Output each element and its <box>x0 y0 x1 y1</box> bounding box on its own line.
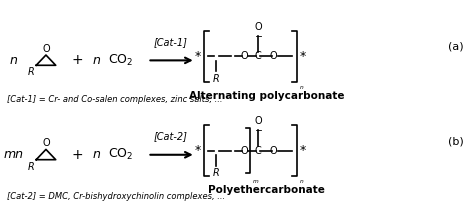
Text: $_n$: $_n$ <box>299 82 304 91</box>
Text: O: O <box>270 52 278 61</box>
Text: R: R <box>213 74 219 84</box>
Text: *: * <box>195 144 201 157</box>
Text: *: * <box>300 144 306 157</box>
Text: [Cat-1] = Cr- and Co-salen complexes, zinc salts, ...: [Cat-1] = Cr- and Co-salen complexes, zi… <box>7 95 223 104</box>
Text: mn: mn <box>3 148 23 161</box>
Text: $_m$: $_m$ <box>252 177 259 186</box>
Text: O: O <box>255 116 262 126</box>
Text: O: O <box>255 22 262 32</box>
Text: O: O <box>270 146 278 156</box>
Text: [Cat-2]: [Cat-2] <box>154 131 188 141</box>
Text: (b): (b) <box>447 136 463 146</box>
Text: [Cat-1]: [Cat-1] <box>154 37 188 47</box>
Text: O: O <box>42 138 50 148</box>
Text: Alternating polycarbonate: Alternating polycarbonate <box>189 91 345 101</box>
Text: n: n <box>9 54 17 67</box>
Text: *: * <box>195 50 201 63</box>
Text: [Cat-2] = DMC, Cr-bishydroxychinolin complexes, ...: [Cat-2] = DMC, Cr-bishydroxychinolin com… <box>7 192 225 201</box>
Text: O: O <box>240 146 248 156</box>
Text: R: R <box>27 162 34 172</box>
Text: n: n <box>92 54 100 67</box>
Text: +: + <box>72 53 83 67</box>
Text: $_n$: $_n$ <box>299 177 304 186</box>
Text: Polyethercarbonate: Polyethercarbonate <box>209 185 325 195</box>
Text: O: O <box>240 52 248 61</box>
Text: O: O <box>42 43 50 54</box>
Text: (a): (a) <box>447 42 463 52</box>
Text: C: C <box>255 146 262 156</box>
Text: *: * <box>300 50 306 63</box>
Text: C: C <box>255 52 262 61</box>
Text: CO$_2$: CO$_2$ <box>108 53 134 68</box>
Text: n: n <box>92 148 100 161</box>
Text: +: + <box>72 148 83 162</box>
Text: R: R <box>27 67 34 77</box>
Text: CO$_2$: CO$_2$ <box>108 147 134 162</box>
Text: R: R <box>213 168 219 178</box>
